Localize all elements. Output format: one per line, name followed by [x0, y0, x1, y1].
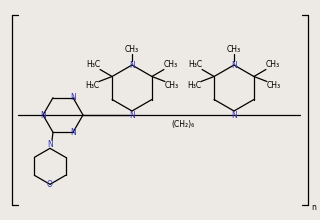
- Text: n: n: [312, 202, 316, 211]
- Text: H₃C: H₃C: [86, 60, 100, 69]
- Text: N: N: [129, 110, 135, 119]
- Text: H₃C: H₃C: [85, 81, 99, 90]
- Text: CH₃: CH₃: [165, 81, 179, 90]
- Text: N: N: [40, 110, 46, 119]
- Text: H₃C: H₃C: [188, 60, 202, 69]
- Text: CH₃: CH₃: [266, 60, 280, 69]
- Text: CH₃: CH₃: [125, 44, 139, 53]
- Text: CH₃: CH₃: [227, 44, 241, 53]
- Text: N: N: [70, 128, 76, 137]
- Text: N: N: [129, 61, 135, 70]
- Text: N: N: [70, 93, 76, 102]
- Text: N: N: [47, 140, 53, 149]
- Text: O: O: [47, 180, 53, 189]
- Text: H₃C: H₃C: [187, 81, 201, 90]
- Text: CH₃: CH₃: [164, 60, 178, 69]
- Text: N: N: [231, 61, 237, 70]
- Text: N: N: [231, 110, 237, 119]
- Text: CH₃: CH₃: [267, 81, 281, 90]
- Text: (CH₂)₆: (CH₂)₆: [172, 119, 195, 128]
